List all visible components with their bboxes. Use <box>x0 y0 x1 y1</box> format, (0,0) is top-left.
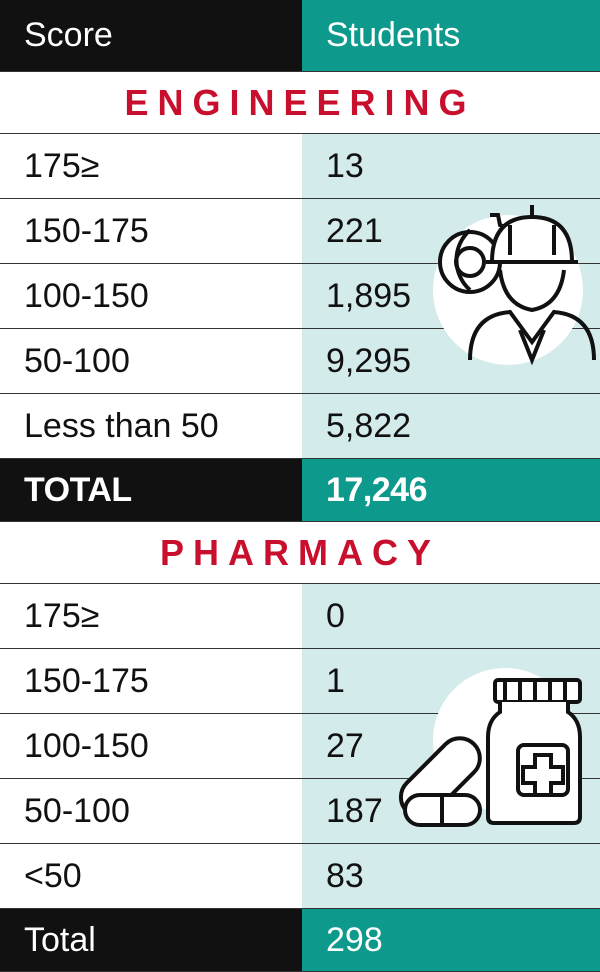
column-header: Students <box>302 0 600 72</box>
score-cell: 150-175 <box>0 649 302 714</box>
section-title: PHARMACY <box>0 522 600 584</box>
score-cell: 100-150 <box>0 714 302 779</box>
students-cell: 5,822 <box>302 394 600 459</box>
students-cell: 221 <box>302 199 600 264</box>
score-cell: 50-100 <box>0 779 302 844</box>
students-cell: 187 <box>302 779 600 844</box>
students-cell: 13 <box>302 134 600 199</box>
total-value: 298 <box>302 909 600 972</box>
score-cell: 50-100 <box>0 329 302 394</box>
section-title: ENGINEERING <box>0 72 600 134</box>
students-cell: 1 <box>302 649 600 714</box>
score-cell: <50 <box>0 844 302 909</box>
total-label: Total <box>0 909 302 972</box>
score-cell: 175≥ <box>0 134 302 199</box>
total-value: 17,246 <box>302 459 600 522</box>
total-label: TOTAL <box>0 459 302 522</box>
score-cell: 100-150 <box>0 264 302 329</box>
score-cell: 150-175 <box>0 199 302 264</box>
score-cell: Less than 50 <box>0 394 302 459</box>
score-cell: 175≥ <box>0 584 302 649</box>
students-cell: 83 <box>302 844 600 909</box>
students-cell: 27 <box>302 714 600 779</box>
students-cell: 0 <box>302 584 600 649</box>
column-header: Score <box>0 0 302 72</box>
students-cell: 1,895 <box>302 264 600 329</box>
students-cell: 9,295 <box>302 329 600 394</box>
